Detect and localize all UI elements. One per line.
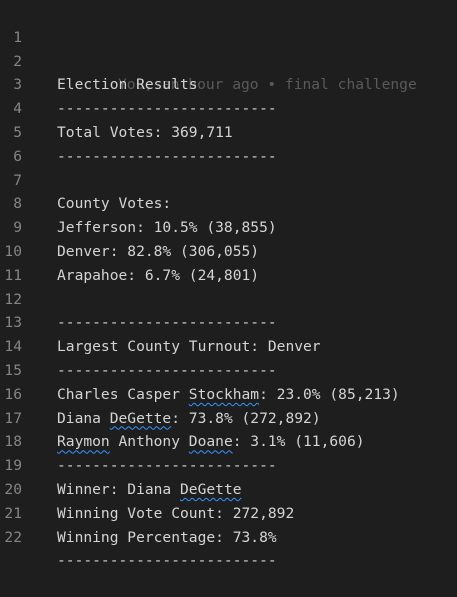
editor-line[interactable]: 21 Winning Percentage: 73.8% [0, 478, 457, 546]
spelling-squiggle[interactable]: Stockham [188, 385, 260, 403]
line-number: 18 [4, 433, 22, 451]
editor-line[interactable]: 5 ------------------------- [0, 97, 457, 165]
spelling-squiggle[interactable]: Raymon [57, 433, 110, 451]
editor-line[interactable]: 7 County Votes: [0, 145, 457, 213]
editor-line[interactable]: 12 ------------------------- [0, 264, 457, 332]
editor-line[interactable]: 6 [0, 121, 457, 165]
line-text: Winning Vote Count: 272,892 [57, 504, 295, 522]
text-segment: : 23.0% (85,213) [259, 385, 400, 403]
text-segment: Charles Casper [57, 385, 189, 403]
line-number: 7 [13, 171, 22, 189]
line-text: Arapahoe: 6.7% (24,801) [57, 266, 260, 284]
line-number: 9 [13, 219, 22, 237]
line-number: 8 [13, 195, 22, 213]
editor-line[interactable]: 11 [0, 240, 457, 284]
editor-line[interactable]: 18 ------------------------- [0, 407, 457, 474]
line-number: 13 [4, 314, 22, 332]
line-text: ------------------------- [57, 147, 277, 165]
line-text: ------------------------- [57, 361, 277, 379]
line-text: Raymon Anthony Doane: 3.1% (11,606) [57, 430, 365, 454]
editor-line[interactable]: 20 Winning Vote Count: 272,892 [0, 454, 457, 522]
line-number: 15 [4, 361, 22, 379]
line-number: 1 [13, 28, 22, 46]
editor-line[interactable]: 15 Charles Casper Stockham: 23.0% (85,21… [0, 335, 457, 403]
line-number: 21 [4, 504, 22, 522]
text-segment: Anthony [109, 433, 189, 451]
editor-line[interactable]: 3 ------------------------- [0, 50, 457, 117]
line-number: 5 [13, 123, 22, 141]
text-segment: : 73.8% (272,892) [171, 409, 321, 427]
line-text: County Votes: [57, 195, 172, 213]
line-number: 3 [13, 76, 22, 94]
line-number: 6 [13, 147, 22, 165]
editor-line[interactable]: 1 You, an hour ago • final challenge [0, 2, 457, 94]
editor-line[interactable]: 4 Total Votes: 369,711 [0, 73, 457, 141]
line-text: ------------------------- [57, 100, 277, 118]
line-text: Winning Percentage: 73.8% [57, 528, 277, 546]
code-editor[interactable]: 1 You, an hour ago • final challenge 2 E… [0, 0, 457, 570]
line-text: Total Votes: 369,711 [57, 123, 233, 141]
text-segment: : 3.1% (11,606) [232, 433, 365, 451]
spelling-squiggle[interactable]: DeGette [180, 480, 242, 498]
editor-line[interactable]: 22 ------------------------- [0, 502, 457, 570]
editor-line[interactable]: 19 Winner: Diana DeGette [0, 430, 457, 498]
line-number: 22 [4, 528, 22, 546]
line-number: 16 [4, 385, 22, 403]
line-text: Diana DeGette: 73.8% (272,892) [57, 407, 321, 431]
editor-line[interactable]: 10 Arapahoe: 6.7% (24,801) [0, 216, 457, 284]
line-number: 12 [4, 290, 22, 308]
line-number: 4 [13, 100, 22, 118]
line-text: ------------------------- [57, 457, 277, 475]
editor-line[interactable]: 13 Largest County Turnout: Denver [0, 288, 457, 355]
text-segment: Diana [57, 409, 110, 427]
line-text: Winner: Diana DeGette [57, 478, 242, 502]
spelling-squiggle[interactable]: DeGette [109, 409, 172, 427]
line-number: 10 [4, 242, 22, 260]
line-text: Denver: 82.8% (306,055) [57, 242, 260, 260]
editor-line[interactable]: 2 Election Results [0, 26, 457, 94]
line-number: 14 [4, 338, 22, 356]
line-text: Charles Casper Stockham: 23.0% (85,213) [57, 383, 400, 407]
text-segment: Winner: Diana [57, 480, 181, 498]
line-text: ------------------------- [57, 314, 277, 332]
editor-line[interactable]: 17 Raymon Anthony Doane: 3.1% (11,606) [0, 383, 457, 451]
line-number: 2 [13, 52, 22, 70]
line-text: Largest County Turnout: Denver [57, 338, 321, 356]
line-number: 19 [4, 457, 22, 475]
editor-line[interactable]: 9 Denver: 82.8% (306,055) [0, 192, 457, 260]
line-number: 20 [4, 480, 22, 498]
editor-line[interactable]: 8 Jefferson: 10.5% (38,855) [0, 169, 457, 236]
spelling-squiggle[interactable]: Doane [188, 433, 233, 451]
line-text: Election Results [57, 76, 198, 94]
editor-line[interactable]: 14 ------------------------- [0, 311, 457, 379]
git-blame-annotation: You, an hour ago • final challenge [118, 76, 417, 94]
line-number: 11 [4, 266, 22, 284]
line-text: ------------------------- [57, 552, 277, 570]
editor-line[interactable]: 16 Diana DeGette: 73.8% (272,892) [0, 359, 457, 427]
line-text: Jefferson: 10.5% (38,855) [57, 219, 277, 237]
line-number: 17 [4, 409, 22, 427]
